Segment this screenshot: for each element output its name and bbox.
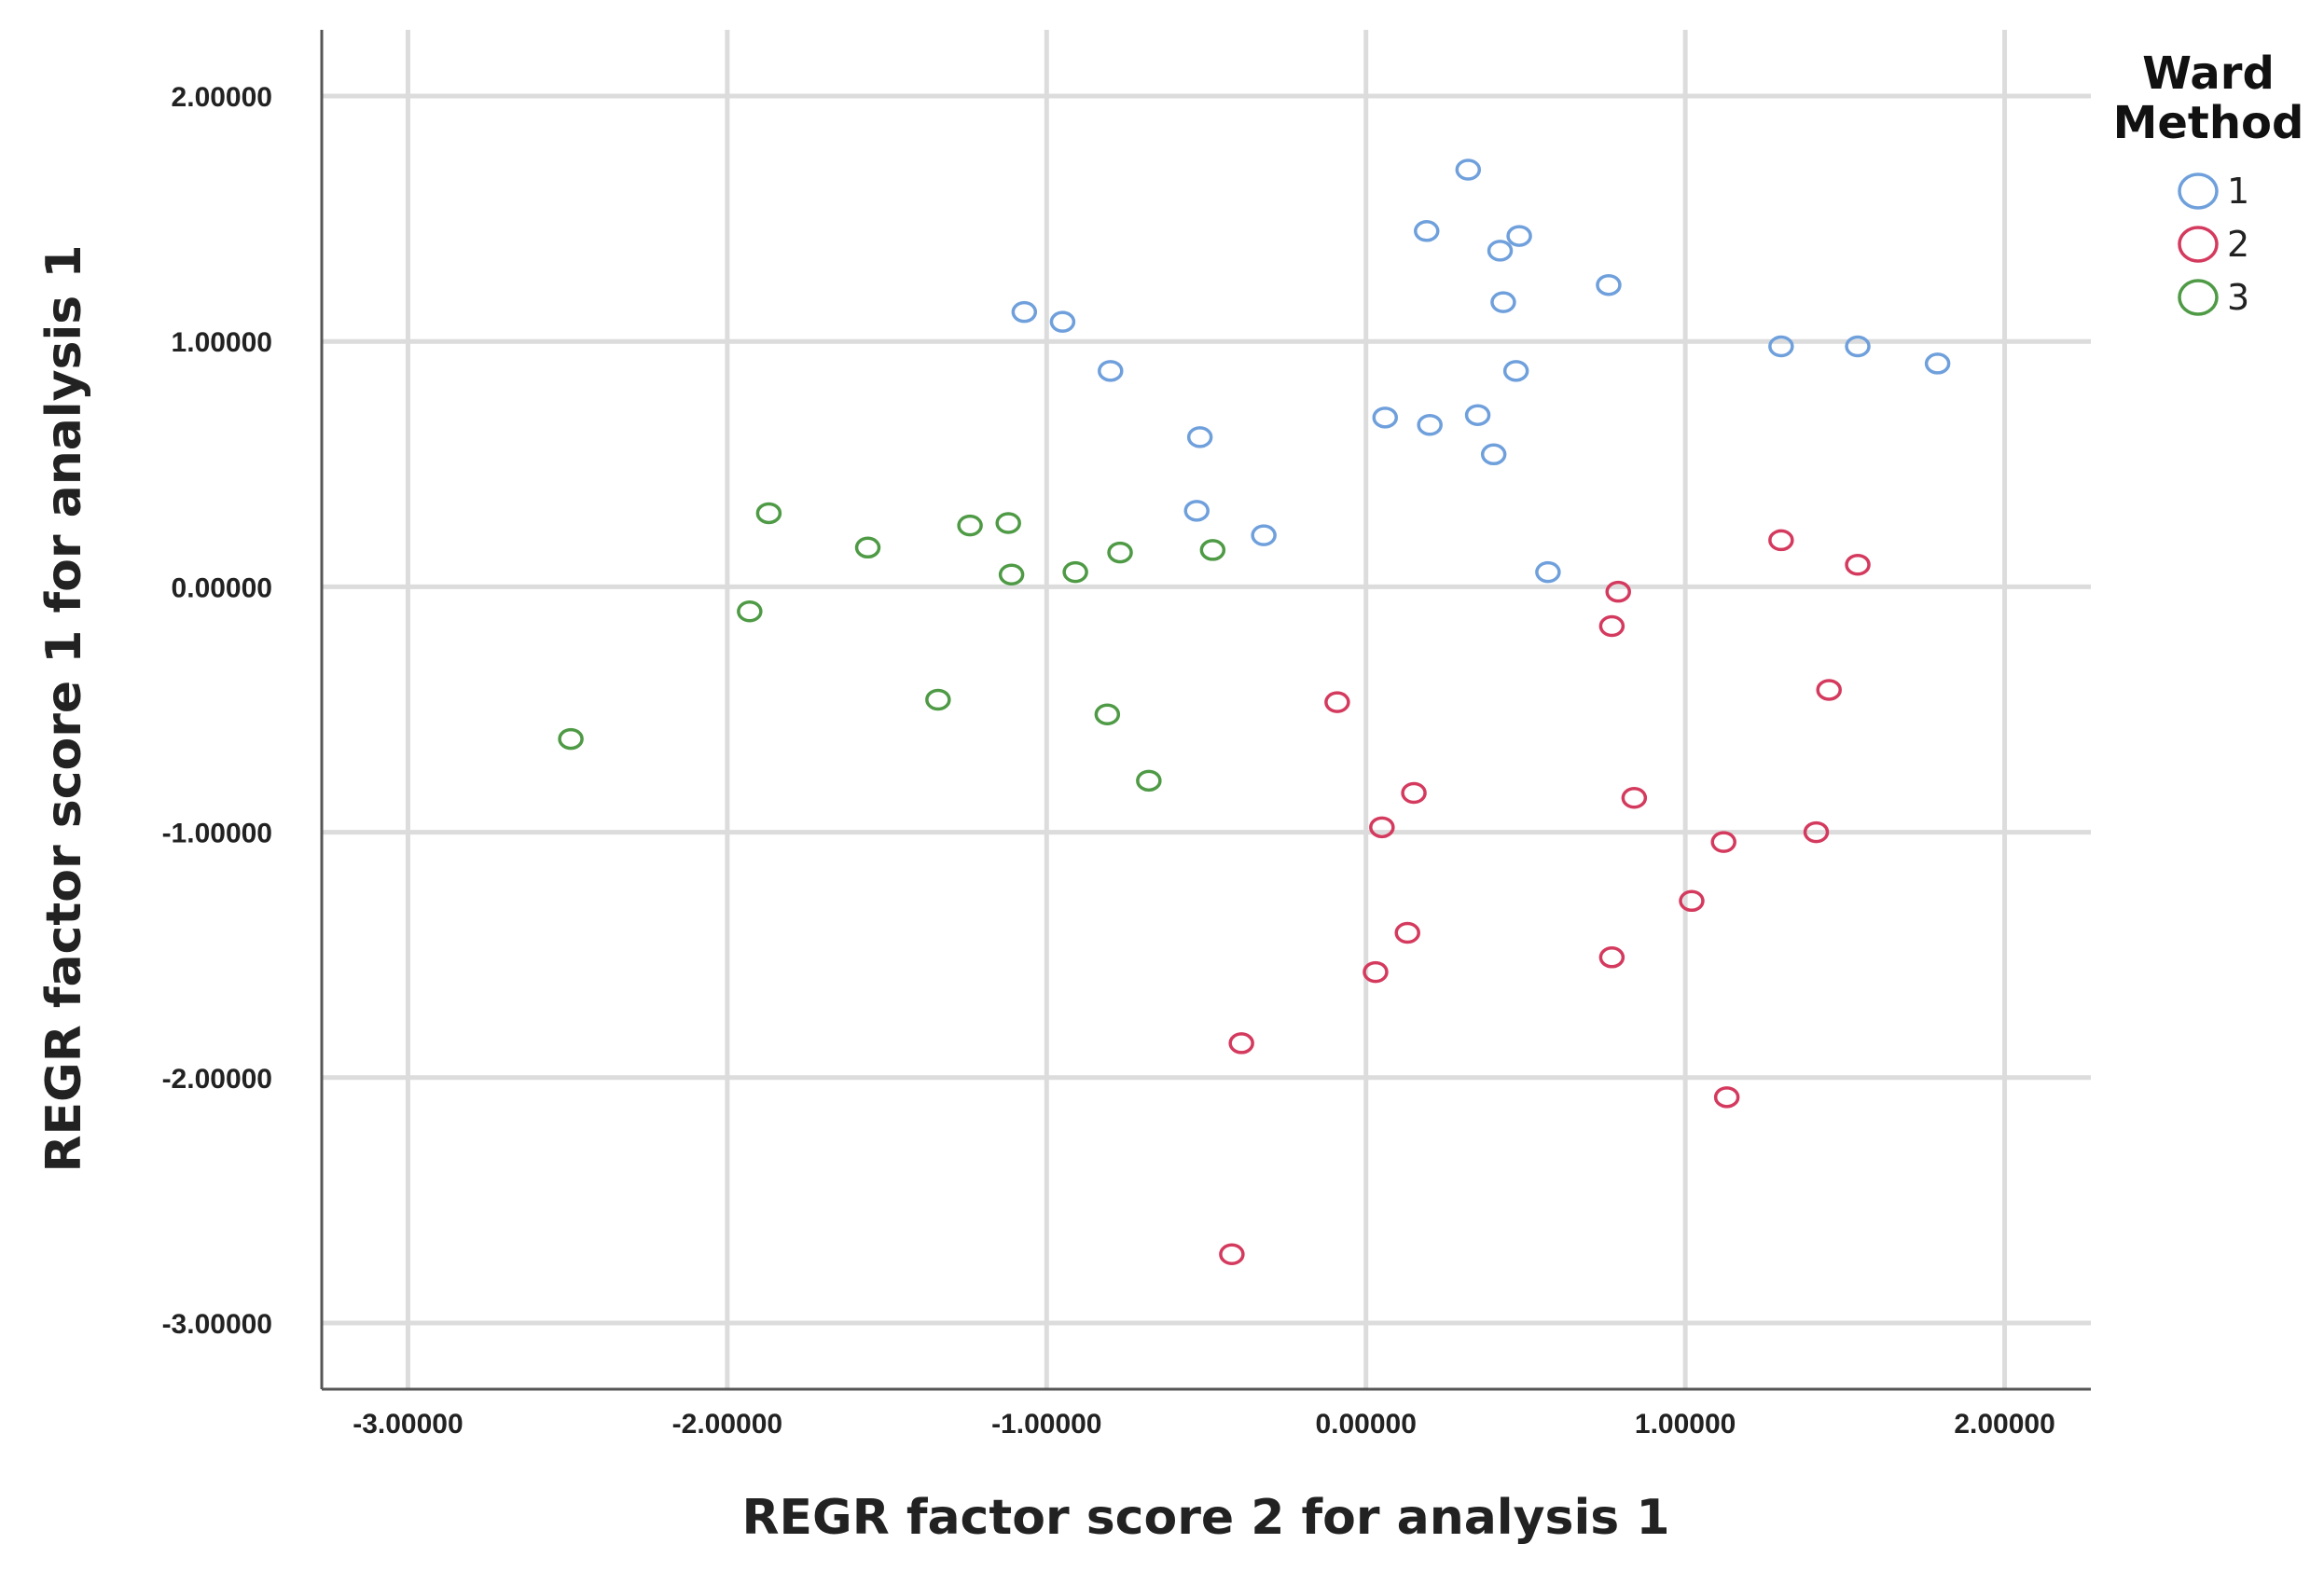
data-point-series-1 <box>1845 335 1871 358</box>
y-tick-label: 1.00000 <box>172 327 272 358</box>
data-point-series-2 <box>1598 614 1625 638</box>
x-tick-label: 0.00000 <box>1315 1409 1416 1440</box>
legend-label-3: 3 <box>2227 277 2249 318</box>
data-point-series-1 <box>1487 240 1514 262</box>
data-point-series-3 <box>995 512 1021 534</box>
data-points <box>558 158 1951 1266</box>
legend-title-line-2: Method <box>2113 97 2304 149</box>
data-point-series-3 <box>755 502 782 525</box>
data-point-series-2 <box>1394 921 1420 944</box>
x-tick-label: -1.00000 <box>991 1409 1101 1440</box>
data-point-series-2 <box>1228 1032 1254 1054</box>
x-tick-label: -3.00000 <box>353 1409 463 1440</box>
data-point-series-1 <box>1924 352 1951 375</box>
data-point-series-3 <box>1107 541 1133 564</box>
data-point-series-2 <box>1598 946 1625 969</box>
data-point-series-1 <box>1183 500 1210 522</box>
y-tick-label: -3.00000 <box>162 1309 272 1340</box>
data-point-series-2 <box>1679 889 1705 913</box>
axes <box>320 30 2091 1391</box>
x-tick-label: 1.00000 <box>1635 1409 1736 1440</box>
data-point-series-1 <box>1464 404 1491 426</box>
y-tick-label: -1.00000 <box>162 819 272 849</box>
y-axis-title: REGR factor score 1 for analysis 1 <box>36 244 92 1172</box>
data-point-series-2 <box>1803 820 1830 844</box>
data-point-series-1 <box>1049 310 1076 333</box>
data-point-series-3 <box>1136 769 1162 792</box>
data-point-series-1 <box>1506 225 1532 247</box>
data-point-series-3 <box>957 514 983 537</box>
data-point-series-2 <box>1324 691 1350 713</box>
data-point-series-2 <box>1369 816 1395 839</box>
legend-items: 1 2 3 <box>2178 171 2249 318</box>
data-point-series-2 <box>1401 781 1427 805</box>
data-point-series-2 <box>1363 960 1389 984</box>
data-point-series-3 <box>558 727 584 751</box>
y-tick-label: 0.00000 <box>172 572 272 603</box>
data-point-series-2 <box>1219 1243 1245 1266</box>
data-point-series-1 <box>1098 360 1124 382</box>
data-point-series-2 <box>1621 786 1648 809</box>
data-point-series-1 <box>1535 560 1561 584</box>
data-point-series-2 <box>1713 1086 1740 1109</box>
x-tick-label: 2.00000 <box>1954 1409 2054 1440</box>
data-point-series-2 <box>1710 831 1736 853</box>
data-point-series-1 <box>1011 300 1038 324</box>
legend-marker-1 <box>2178 172 2219 210</box>
data-point-series-1 <box>1186 426 1213 448</box>
data-point-series-2 <box>1816 679 1842 701</box>
data-point-series-1 <box>1480 443 1507 466</box>
data-point-series-1 <box>1455 158 1482 181</box>
data-point-series-1 <box>1490 291 1516 313</box>
data-point-series-1 <box>1372 407 1399 429</box>
legend-marker-3 <box>2178 279 2219 316</box>
data-point-series-1 <box>1768 335 1794 358</box>
data-point-series-2 <box>1768 529 1794 552</box>
grid-lines <box>322 30 2091 1389</box>
y-tick-labels: -3.00000 -2.00000 -1.00000 0.00000 1.00000 2.… <box>162 82 272 1340</box>
legend-label-2: 2 <box>2227 224 2249 265</box>
legend-marker-2 <box>2178 226 2219 263</box>
legend-label-1: 1 <box>2227 171 2249 212</box>
y-tick-label: -2.00000 <box>162 1064 272 1095</box>
x-tick-label: -2.00000 <box>672 1409 782 1440</box>
data-point-series-1 <box>1502 360 1529 382</box>
data-point-series-1 <box>1414 220 1440 242</box>
data-point-series-3 <box>1199 539 1226 561</box>
legend: Ward Method 1 2 3 <box>2113 48 2304 318</box>
y-tick-label: 2.00000 <box>172 82 272 113</box>
x-axis-title: REGR factor score 2 for analysis 1 <box>741 1490 1669 1546</box>
legend-title-line-1: Ward <box>2142 48 2275 100</box>
data-point-series-1 <box>1251 524 1277 546</box>
data-point-series-1 <box>1596 273 1622 296</box>
data-point-series-3 <box>998 563 1025 586</box>
data-point-series-3 <box>1094 703 1121 726</box>
x-tick-labels: -3.00000 -2.00000 -1.00000 0.00000 1.00000 2.… <box>353 1409 2055 1440</box>
data-point-series-2 <box>1845 553 1871 576</box>
data-point-series-1 <box>1417 413 1443 436</box>
data-point-series-3 <box>925 688 951 711</box>
data-point-series-3 <box>737 599 763 623</box>
data-point-series-2 <box>1605 580 1631 603</box>
data-point-series-3 <box>1062 560 1088 584</box>
data-point-series-3 <box>854 536 881 559</box>
